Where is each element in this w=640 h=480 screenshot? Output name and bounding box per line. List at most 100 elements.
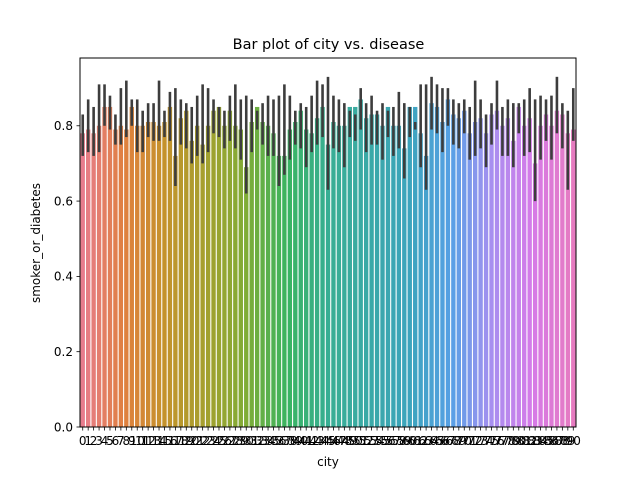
x-tick-label: 23 xyxy=(200,434,215,448)
bar-70 xyxy=(462,110,467,427)
bar-61 xyxy=(413,106,418,428)
x-tick-label: 0 xyxy=(79,434,87,448)
x-tick-label: 81 xyxy=(517,434,532,448)
bar-82 xyxy=(527,118,532,427)
x-tick-label: 37 xyxy=(277,434,292,448)
x-tick-label: 8 xyxy=(123,434,131,448)
x-tick-label: 15 xyxy=(157,434,172,448)
bar-29 xyxy=(238,129,243,427)
bar-13 xyxy=(151,122,156,428)
x-tick-label: 84 xyxy=(533,434,548,448)
bar-69 xyxy=(456,118,461,427)
bar-22 xyxy=(200,144,205,427)
bar-40 xyxy=(298,110,303,427)
x-tick-label: 16 xyxy=(162,434,177,448)
bar-84 xyxy=(538,125,543,427)
x-tick-label: 59 xyxy=(397,434,412,448)
bar-75 xyxy=(489,114,494,428)
bar-54 xyxy=(374,114,380,428)
bar-77 xyxy=(500,125,505,427)
bar-56 xyxy=(385,106,391,428)
bar-24 xyxy=(211,110,216,427)
x-tick-label: 66 xyxy=(435,434,450,448)
x-tick-label: 6 xyxy=(112,434,120,448)
bar-64 xyxy=(429,103,434,428)
x-tick-label: 11 xyxy=(135,434,150,448)
bar-51 xyxy=(358,99,363,427)
x-tick-label: 25 xyxy=(211,434,226,448)
bar-79 xyxy=(511,140,516,427)
x-tick-label: 17 xyxy=(168,434,183,448)
x-tick-label: 74 xyxy=(478,434,493,448)
bar-50 xyxy=(353,106,358,428)
bar-26 xyxy=(222,125,227,427)
bar-15 xyxy=(162,122,167,428)
bar-90 xyxy=(571,129,576,427)
x-tick-label: 18 xyxy=(173,434,188,448)
x-tick-label: 45 xyxy=(320,434,335,448)
x-tick-label: 40 xyxy=(293,434,308,448)
x-tick-label: 4 xyxy=(101,434,109,448)
bar-36 xyxy=(276,155,282,428)
bar-60 xyxy=(407,106,412,428)
bar-59 xyxy=(402,148,407,427)
x-tick-label: 63 xyxy=(418,434,433,448)
x-tick-label: 82 xyxy=(522,434,537,448)
x-tick-label: 24 xyxy=(206,434,221,448)
x-tick-label: 28 xyxy=(228,434,243,448)
x-tick-label: 68 xyxy=(446,434,461,448)
x-tick-label: 64 xyxy=(424,434,439,448)
x-tick-label: 13 xyxy=(146,434,161,448)
bar-18 xyxy=(178,118,184,427)
bar-47 xyxy=(336,125,342,427)
x-tick-label: 90 xyxy=(566,434,581,448)
bar-46 xyxy=(331,122,336,428)
x-tick-label: 2 xyxy=(90,434,98,448)
error-bars-group xyxy=(81,76,575,202)
bar-12 xyxy=(145,122,151,428)
x-tick-label: 69 xyxy=(451,434,466,448)
bar-72 xyxy=(472,122,478,428)
bar-0 xyxy=(80,133,85,427)
x-tick-label: 75 xyxy=(484,434,499,448)
bar-45 xyxy=(325,144,331,427)
plot-frame xyxy=(79,57,577,428)
bar-71 xyxy=(467,133,472,427)
x-tick-label: 56 xyxy=(380,434,395,448)
bar-17 xyxy=(173,155,178,428)
x-tick-label: 54 xyxy=(369,434,384,448)
x-tick-label: 67 xyxy=(440,434,455,448)
x-tick-label: 33 xyxy=(255,434,270,448)
x-tick-label: 9 xyxy=(128,434,136,448)
x-tick-label: 29 xyxy=(233,434,248,448)
x-tick-label: 77 xyxy=(495,434,510,448)
x-tick-label: 62 xyxy=(413,434,428,448)
x-tick-label: 49 xyxy=(342,434,357,448)
bar-52 xyxy=(363,118,369,427)
x-tick-label: 71 xyxy=(462,434,477,448)
x-tick-label: 72 xyxy=(468,434,483,448)
y-axis-label: smoker_or_diabetes xyxy=(29,183,43,303)
bar-35 xyxy=(271,133,276,427)
x-tick-label: 43 xyxy=(309,434,324,448)
bar-3 xyxy=(96,125,102,427)
y-tick-label: 0.4 xyxy=(54,270,73,284)
x-tick-label: 26 xyxy=(217,434,232,448)
bar-86 xyxy=(549,125,554,427)
bar-89 xyxy=(565,133,571,427)
bar-23 xyxy=(205,125,211,427)
x-tick-label: 70 xyxy=(457,434,472,448)
x-tick-label: 36 xyxy=(271,434,286,448)
bar-87 xyxy=(554,110,560,427)
bar-66 xyxy=(440,122,445,428)
y-axis-ticks: 0.0 0.2 0.4 0.6 0.8 xyxy=(54,119,80,434)
bar-20 xyxy=(189,140,194,427)
x-tick-label: 73 xyxy=(473,434,488,448)
x-tick-label: 83 xyxy=(527,434,542,448)
bar-49 xyxy=(347,106,352,428)
x-tick-label: 38 xyxy=(282,434,297,448)
bar-48 xyxy=(342,125,347,427)
x-tick-label: 89 xyxy=(560,434,575,448)
bar-6 xyxy=(113,129,118,427)
x-tick-label: 76 xyxy=(489,434,504,448)
